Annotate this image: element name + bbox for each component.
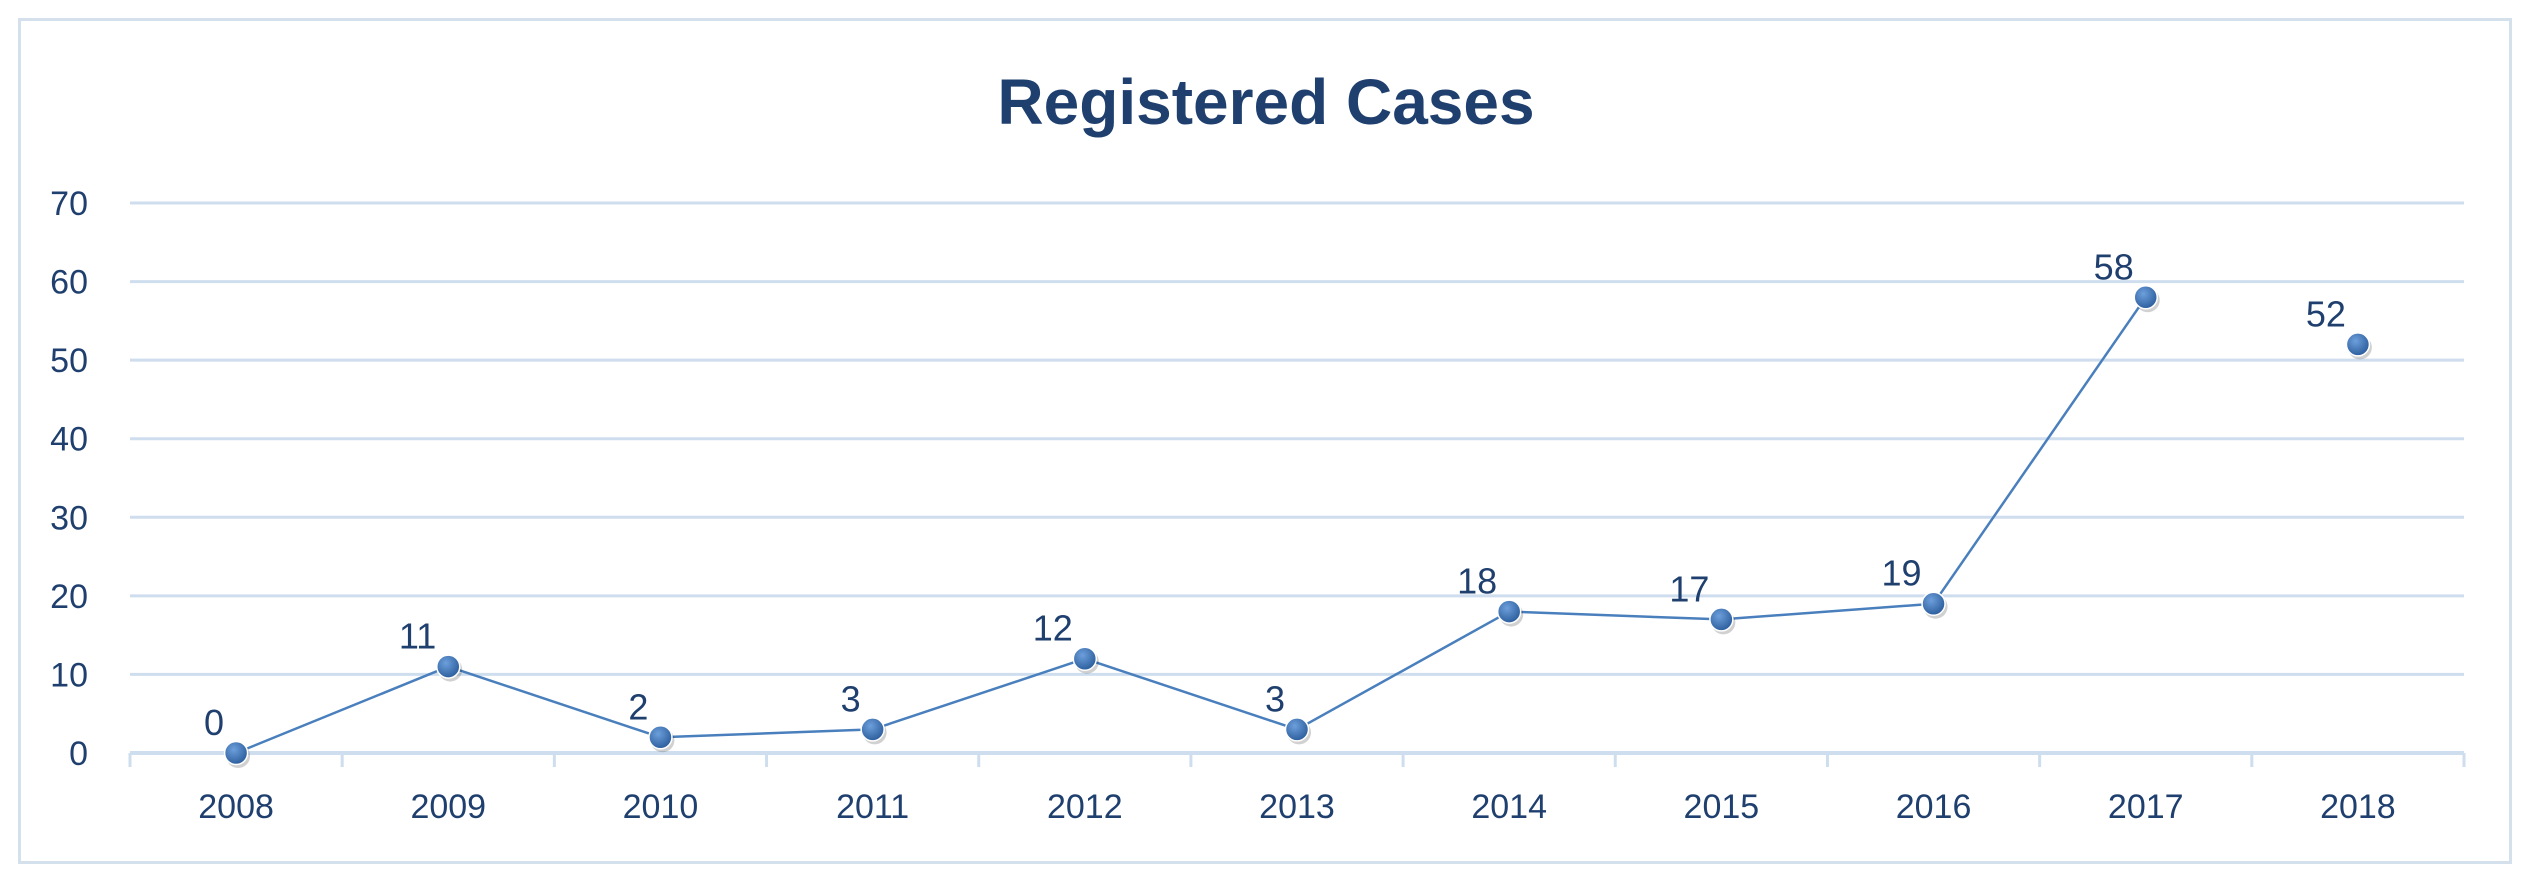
data-label: 2 bbox=[628, 686, 648, 727]
data-point bbox=[2133, 285, 2158, 310]
y-tick-label: 60 bbox=[50, 264, 88, 302]
data-point bbox=[1496, 599, 1522, 624]
y-tick-label: 20 bbox=[50, 578, 88, 616]
data-label: 3 bbox=[1265, 678, 1285, 719]
data-label: 0 bbox=[204, 702, 224, 743]
data-point bbox=[436, 654, 461, 679]
x-tick-label: 2008 bbox=[198, 788, 274, 826]
y-tick-label: 30 bbox=[50, 499, 88, 537]
data-label: 58 bbox=[2094, 246, 2134, 287]
data-point bbox=[1284, 717, 1310, 742]
y-tick-label: 50 bbox=[50, 342, 88, 380]
series-line bbox=[235, 296, 2147, 755]
x-tick-label: 2013 bbox=[1259, 788, 1335, 826]
x-tick-label: 2011 bbox=[836, 788, 909, 826]
data-label: 19 bbox=[1881, 553, 1921, 594]
data-label: 17 bbox=[1669, 568, 1709, 609]
series-line-segment bbox=[1509, 610, 1722, 621]
data-label: 3 bbox=[841, 678, 861, 719]
x-tick-label: 2012 bbox=[1047, 788, 1123, 826]
y-tick-label: 10 bbox=[50, 656, 88, 694]
x-tick-label: 2016 bbox=[1896, 788, 1972, 826]
x-tick-label: 2014 bbox=[1471, 788, 1547, 826]
series-line-segment bbox=[1932, 296, 2147, 605]
data-label: 12 bbox=[1033, 608, 1073, 649]
data-label: 18 bbox=[1457, 561, 1497, 602]
x-tick-label: 2009 bbox=[410, 788, 486, 826]
series-line-segment bbox=[235, 665, 449, 755]
chart-title: Registered Cases bbox=[997, 66, 1534, 138]
x-tick-label: 2017 bbox=[2108, 788, 2184, 826]
chart-frame bbox=[18, 18, 2512, 864]
y-axis-ticks: 0 10 20 30 40 50 60 70 bbox=[50, 185, 88, 773]
series-line-segment bbox=[447, 665, 661, 739]
data-point bbox=[1921, 591, 1946, 616]
gridlines bbox=[130, 201, 2464, 755]
data-point bbox=[860, 717, 885, 742]
data-label: 11 bbox=[399, 616, 436, 657]
y-tick-label: 70 bbox=[50, 185, 88, 223]
data-point bbox=[1072, 646, 1098, 671]
series-line-segment bbox=[872, 657, 1086, 731]
y-tick-label: 0 bbox=[69, 735, 88, 773]
series-markers bbox=[223, 285, 2372, 768]
data-point bbox=[648, 725, 673, 750]
data-point bbox=[2345, 332, 2371, 357]
data-label: 52 bbox=[2306, 293, 2346, 334]
x-tick-label: 2015 bbox=[1684, 788, 1760, 826]
data-labels: 0 11 2 3 12 3 18 17 19 58 52 bbox=[204, 246, 2346, 743]
y-tick-label: 40 bbox=[50, 421, 88, 459]
x-tick-label: 2018 bbox=[2320, 788, 2396, 826]
series-line-segment bbox=[1296, 610, 1510, 731]
series-line-segment bbox=[1721, 602, 1934, 621]
data-point bbox=[223, 740, 249, 766]
series-line-segment bbox=[1084, 657, 1298, 731]
x-tick-label: 2010 bbox=[623, 788, 699, 826]
data-point bbox=[1709, 607, 1734, 632]
series-line-segment bbox=[660, 728, 873, 739]
x-axis-ticks: 2008 2009 2010 2011 2012 2013 2014 2015 2016 2017… bbox=[128, 753, 2466, 826]
